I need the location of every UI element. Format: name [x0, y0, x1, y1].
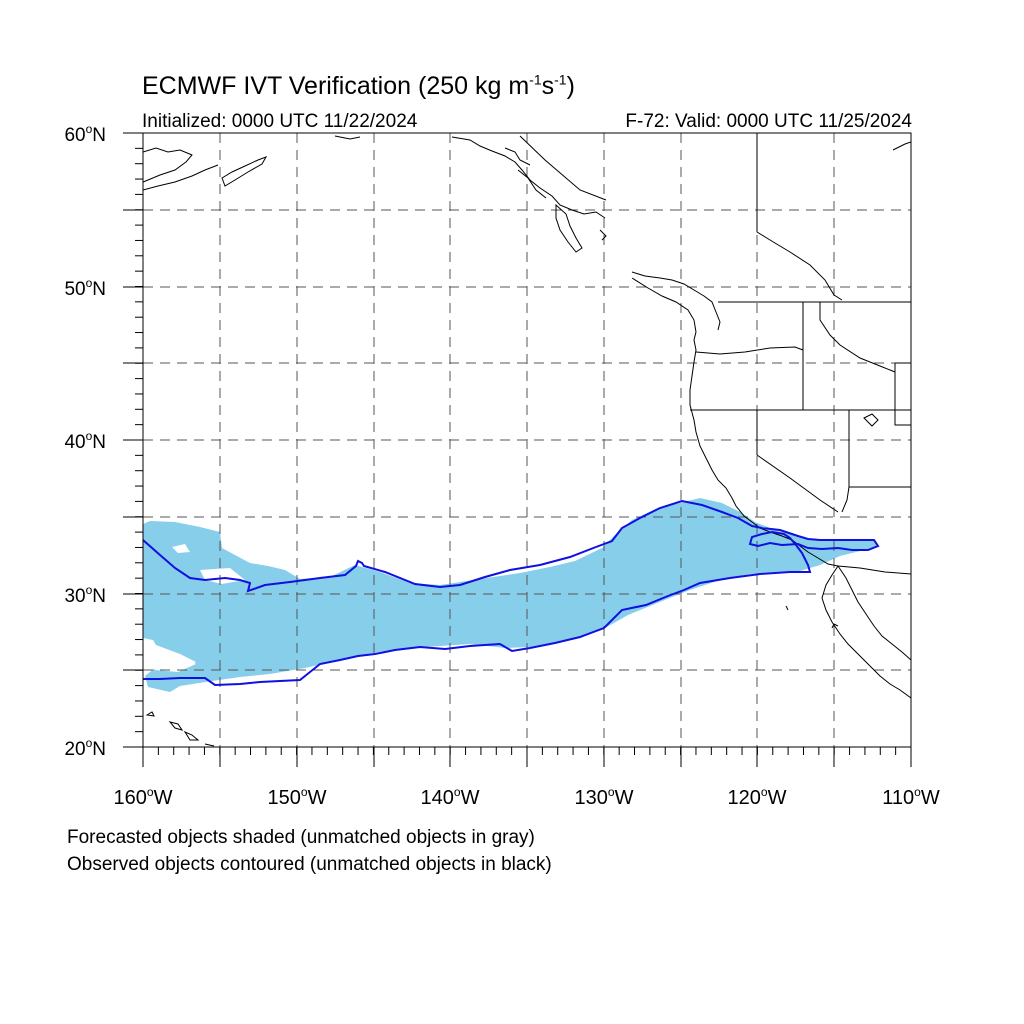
longitude-labels: 160oW 150oW 140oW 130oW 120oW 110oW — [114, 785, 940, 809]
lon-label-130: 130oW — [575, 785, 634, 809]
political-borders — [690, 133, 911, 575]
forecast-gap-1 — [172, 544, 190, 553]
forecast-object-shade — [143, 498, 876, 692]
initialized-label: Initialized: 0000 UTC 11/22/2024 — [142, 111, 418, 132]
lon-label-110: 110oW — [882, 785, 940, 809]
lon-label-150: 150oW — [268, 785, 327, 809]
chart-title: ECMWF IVT Verification (250 kg m-1s-1) — [142, 71, 575, 100]
graticule-grid — [143, 133, 911, 747]
legend-notes: Forecasted objects shaded (unmatched obj… — [67, 824, 552, 878]
valid-time-label: F-72: Valid: 0000 UTC 11/25/2024 — [625, 111, 912, 132]
latitude-labels: 60oN 50oN 40oN 30oN 20oN — [64, 122, 106, 760]
lat-label-40: 40oN — [64, 429, 106, 453]
observed-note: Observed objects contoured (unmatched ob… — [67, 854, 552, 875]
forecast-gap-3 — [150, 658, 196, 672]
lon-label-120: 120oW — [728, 785, 787, 809]
lat-label-50: 50oN — [64, 276, 106, 300]
lat-label-60: 60oN — [64, 122, 106, 146]
coastlines — [143, 135, 911, 747]
lat-label-30: 30oN — [64, 583, 106, 607]
forecast-note: Forecasted objects shaded (unmatched obj… — [67, 827, 535, 848]
observed-object-contour — [143, 499, 880, 687]
minor-tick-marks — [135, 147, 897, 755]
lon-label-140: 140oW — [421, 785, 480, 809]
lon-label-160: 160oW — [114, 785, 173, 809]
lat-label-20: 20oN — [64, 736, 106, 760]
